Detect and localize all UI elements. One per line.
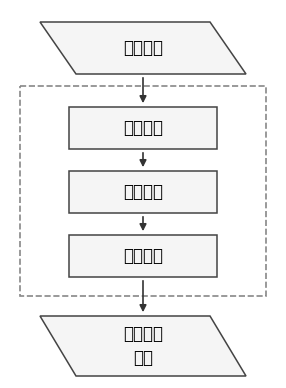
Bar <box>69 107 217 149</box>
Bar <box>20 86 266 296</box>
Text: 两点去噪: 两点去噪 <box>123 183 163 201</box>
Polygon shape <box>40 316 246 376</box>
Text: 单点去噪: 单点去噪 <box>123 119 163 137</box>
Text: 输出去噪
图像: 输出去噪 图像 <box>123 324 163 367</box>
Text: 三点去噪: 三点去噪 <box>123 247 163 265</box>
Bar <box>69 235 217 277</box>
Polygon shape <box>40 22 246 74</box>
Text: 目标图像: 目标图像 <box>123 39 163 57</box>
Bar <box>69 171 217 213</box>
